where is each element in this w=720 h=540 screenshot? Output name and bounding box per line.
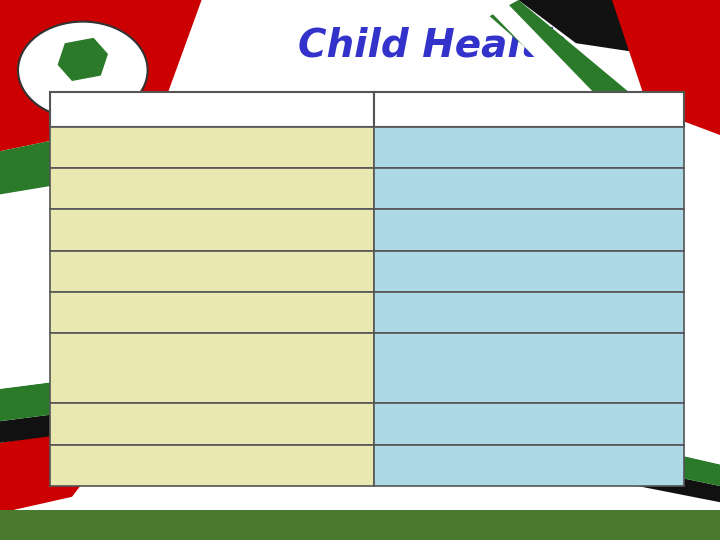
- Text: Figure: Figure: [383, 102, 438, 117]
- Text: 4.2%: 4.2%: [383, 417, 422, 431]
- Text: Stunting: Stunting: [59, 223, 127, 237]
- Text: IMR (per 1000 live birth): IMR (per 1000 live birth): [59, 182, 251, 196]
- Text: Indicator: Indicator: [59, 102, 136, 117]
- Text: Above 95: Above 95: [383, 140, 456, 154]
- Text: Child Health: Child Health: [297, 27, 567, 65]
- Text: 8%: 8%: [383, 265, 407, 278]
- Text: Between 20-25: Between 20-25: [383, 182, 501, 196]
- Text: www.gaza-health.org: www.gaza-health.org: [285, 519, 435, 532]
- Text: Anemia: Anemia: [59, 306, 117, 320]
- Text: Among the leading causes of
death U5: Among the leading causes of death U5: [59, 353, 286, 384]
- Text: 13-15%: 13-15%: [383, 223, 441, 237]
- Text: Immunization coverage: Immunization coverage: [59, 140, 243, 154]
- Text: Pre maturity, respiratory
related diseases,  accidents: Pre maturity, respiratory related diseas…: [383, 353, 602, 384]
- Text: (increased by 23%): (increased by 23%): [383, 458, 534, 472]
- Text: Neonatal deaths-admitted: Neonatal deaths-admitted: [59, 458, 265, 472]
- Text: 40-50%: 40-50%: [383, 306, 441, 320]
- Text: Underweight: Underweight: [59, 265, 160, 278]
- Text: Child labor: Child labor: [59, 417, 144, 431]
